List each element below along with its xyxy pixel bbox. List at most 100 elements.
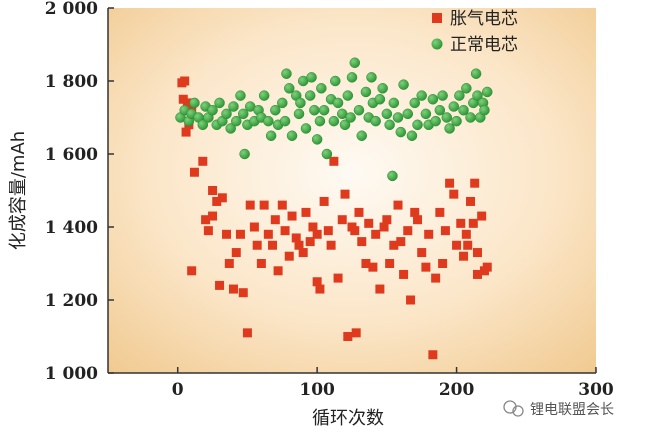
data-point-swollen (379, 222, 389, 232)
data-point-swollen (424, 229, 434, 239)
wechat-icon-secondary (512, 405, 524, 417)
watermark: 锂电联盟会长 (503, 400, 614, 418)
data-point-normal (458, 104, 469, 116)
data-point-swollen (312, 229, 322, 239)
data-point-swollen (461, 229, 471, 239)
data-point-swollen (212, 196, 222, 206)
data-point-swollen (371, 229, 381, 239)
data-point-normal (427, 94, 439, 105)
data-point-swollen (242, 328, 252, 338)
data-point-normal (286, 130, 298, 141)
data-point-normal (228, 101, 239, 112)
axis-labels: 1 000 1 200 1 400 1 600 1 800 2 000 0 100 200 300… (8, 0, 614, 429)
data-point-swollen (482, 262, 492, 272)
data-point-normal (339, 119, 351, 131)
data-point-normal (300, 123, 312, 134)
plot-background (108, 8, 596, 373)
data-point-swollen (343, 332, 353, 341)
data-point-normal (448, 101, 460, 112)
data-point-swollen (291, 233, 301, 243)
data-point-swollen (181, 127, 191, 137)
x-axis-title: 循环次数 (312, 408, 384, 429)
data-point-swollen (449, 189, 459, 199)
data-point-swollen (329, 156, 339, 166)
data-point-swollen (312, 277, 322, 287)
data-point-swollen (208, 186, 218, 195)
data-point-swollen (273, 266, 283, 276)
data-point-normal (374, 94, 386, 105)
data-point-normal (214, 97, 225, 109)
data-point-swollen (354, 207, 364, 217)
data-point-normal (416, 90, 427, 101)
data-point-swollen (435, 207, 445, 217)
data-point-normal (306, 72, 317, 83)
data-point-swollen (466, 196, 476, 206)
data-point-normal (454, 90, 465, 101)
y-tick-label: 1 800 (45, 72, 98, 92)
data-point-swollen (472, 248, 482, 258)
data-point-normal (444, 123, 455, 134)
data-point-swollen (406, 295, 416, 305)
data-point-swollen (403, 226, 413, 236)
data-point-normal (360, 86, 372, 98)
data-point-swollen (361, 259, 371, 268)
data-point-swollen (208, 211, 218, 221)
data-point-normal (330, 75, 341, 87)
data-point-normal (356, 130, 368, 141)
data-point-normal (461, 83, 472, 94)
data-point-swollen (249, 222, 259, 232)
data-point-swollen (277, 200, 287, 210)
data-point-normal (481, 86, 493, 98)
legend-label: 胀气电芯 (450, 9, 518, 29)
data-point-swollen (410, 207, 420, 217)
data-point-normal (318, 104, 330, 116)
data-point-swollen (235, 229, 245, 239)
data-point-swollen (326, 240, 336, 250)
data-point-swollen (428, 350, 438, 360)
data-point-swollen (350, 226, 360, 236)
data-point-normal (295, 97, 306, 109)
data-point-normal (437, 90, 448, 101)
data-point-normal (328, 115, 340, 127)
data-point-swollen (245, 200, 255, 210)
y-tick-label: 1 400 (45, 218, 98, 238)
legend-label: 正常电芯 (450, 35, 518, 55)
data-point-swollen (399, 269, 409, 279)
data-point-normal (402, 108, 414, 120)
data-point-swollen (319, 196, 329, 206)
data-point-normal (451, 115, 462, 127)
data-point-swollen (357, 237, 367, 247)
data-point-normal (470, 68, 482, 79)
data-point-swollen (393, 200, 403, 210)
data-point-normal (189, 97, 200, 109)
y-tick-label: 2 000 (45, 0, 98, 19)
data-point-normal (231, 115, 242, 127)
data-point-normal (370, 115, 381, 127)
data-point-normal (353, 104, 365, 116)
data-point-swollen (456, 218, 466, 228)
data-point-swollen (440, 226, 450, 236)
data-point-swollen (340, 189, 350, 199)
data-point-normal (293, 108, 305, 120)
data-point-swollen (203, 226, 213, 236)
data-point-normal (207, 104, 218, 116)
watermark-text: 锂电联盟会长 (530, 402, 614, 418)
data-point-normal (225, 123, 236, 134)
data-point-normal (366, 72, 377, 83)
data-point-swollen (268, 240, 278, 250)
data-point-normal (346, 72, 358, 83)
y-axis-title: 化成容量/mAh (8, 131, 29, 250)
data-point-normal (406, 130, 418, 141)
data-point-normal (258, 90, 270, 101)
data-point-normal (304, 90, 316, 101)
data-point-normal (277, 97, 288, 109)
data-point-normal (479, 104, 490, 116)
y-tick-label: 1 600 (45, 145, 98, 165)
data-point-swollen (256, 259, 266, 268)
data-point-swollen (238, 288, 248, 298)
data-point-swollen (375, 284, 385, 294)
data-point-swollen (224, 259, 234, 268)
data-point-normal (381, 108, 393, 120)
data-point-normal (237, 108, 249, 120)
x-tick-label: 200 (439, 380, 475, 400)
